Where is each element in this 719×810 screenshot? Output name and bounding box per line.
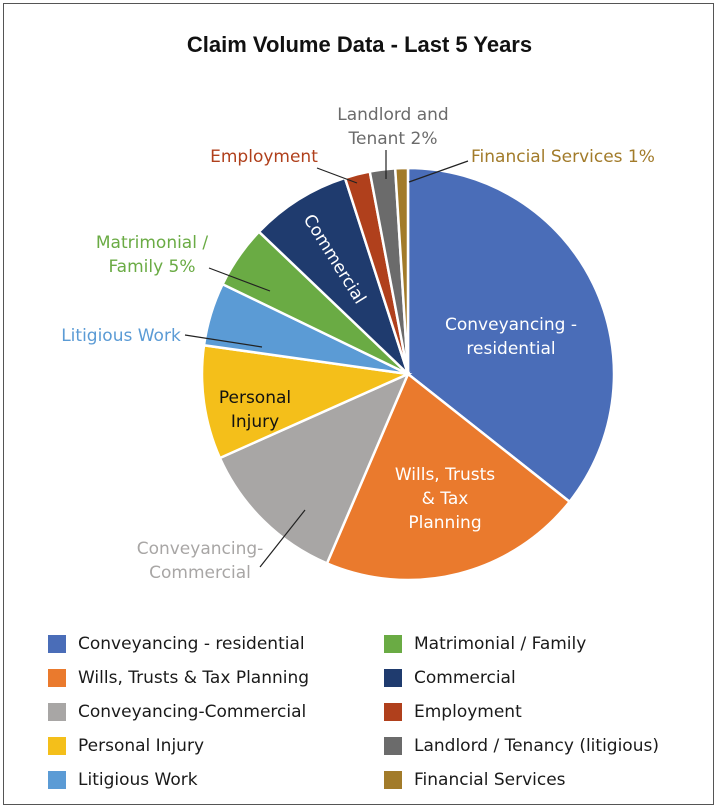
pie-slice-personal-injury: [200, 343, 413, 460]
legend-swatch: [48, 669, 66, 687]
pie-slice-wills-trusts-tax-planning: [325, 372, 572, 582]
pie-chart: Conveyancing -residential Wills, Trusts & …: [61, 105, 655, 583]
slice-label-matrimonial-family: Matrimonial / Family 5%: [96, 233, 208, 277]
slice-label-financial-services: Financial Services 1%: [471, 147, 655, 167]
leader-line-litigious-work: [184, 334, 263, 348]
legend-label: Matrimonial / Family: [414, 634, 587, 654]
slice-label-personal-injury: Personal Injury: [219, 388, 291, 432]
legend-item-commercial: Commercial: [384, 666, 516, 690]
slice-label-wills-trusts-tax-planning: Wills, Trusts & Tax Planning: [395, 465, 495, 533]
legend-item-wills-trusts-tax-planning: Wills, Trusts & Tax Planning: [48, 666, 309, 690]
chart-title: Claim Volume Data - Last 5 Years: [186, 32, 533, 57]
legend-swatch: [48, 635, 66, 653]
slice-label-conveyancing-residential: Conveyancing -residential: [445, 315, 577, 359]
legend-item-personal-injury: Personal Injury: [48, 734, 204, 758]
legend-label: Financial Services: [414, 770, 566, 790]
legend-label: Commercial: [414, 668, 516, 688]
leader-line-financial-services: [408, 160, 469, 183]
legend-swatch: [384, 635, 402, 653]
legend-label: Employment: [414, 702, 522, 722]
slice-label-conveyancing-commercial: Conveyancing-Commercial: [137, 539, 264, 583]
legend-swatch: [384, 771, 402, 789]
legend-label: Landlord / Tenancy (litigious): [414, 736, 659, 756]
legend-item-landlord-tenancy-litigious: Landlord / Tenancy (litigious): [384, 734, 659, 758]
pie-slice-conveyancing-commercial: [218, 371, 411, 566]
pie-slice-commercial: [257, 176, 410, 375]
legend-swatch: [48, 703, 66, 721]
pie-slice-financial-services: [393, 166, 410, 375]
legend-swatch: [384, 703, 402, 721]
slice-label-landlord-tenant: Landlord and Tenant 2%: [337, 105, 448, 149]
leader-line-conveyancing-commercial: [259, 509, 306, 568]
legend-label: Wills, Trusts & Tax Planning: [78, 668, 310, 688]
leader-line-matrimonial-family: [208, 267, 271, 292]
legend-item-conveyancing-commercial: Conveyancing-Commercial: [48, 700, 306, 724]
slice-label-litigious-work: Litigious Work: [61, 326, 181, 346]
legend-item-employment: Employment: [384, 700, 522, 724]
legend-swatch: [48, 771, 66, 789]
legend-swatch: [48, 737, 66, 755]
legend-item-conveyancing-residential: Conveyancing - residential: [48, 632, 305, 656]
legend-label: Conveyancing-Commercial: [78, 702, 307, 722]
pie-slice-conveyancing-residential: [406, 166, 616, 504]
legend-item-litigious-work: Litigious Work: [48, 768, 198, 792]
slice-label-employment: Employment: [210, 147, 318, 167]
legend-label: Litigious Work: [78, 770, 198, 790]
legend-swatch: [384, 669, 402, 687]
legend-swatch: [384, 737, 402, 755]
legend-item-financial-services: Financial Services: [384, 768, 566, 792]
legend-label: Conveyancing - residential: [78, 634, 305, 654]
legend-label: Personal Injury: [78, 736, 205, 756]
chart-frame: Claim Volume Data - Last 5 Years Conveya…: [3, 3, 714, 805]
leader-line-employment: [316, 167, 358, 184]
legend-item-matrimonial-family: Matrimonial / Family: [384, 632, 586, 656]
